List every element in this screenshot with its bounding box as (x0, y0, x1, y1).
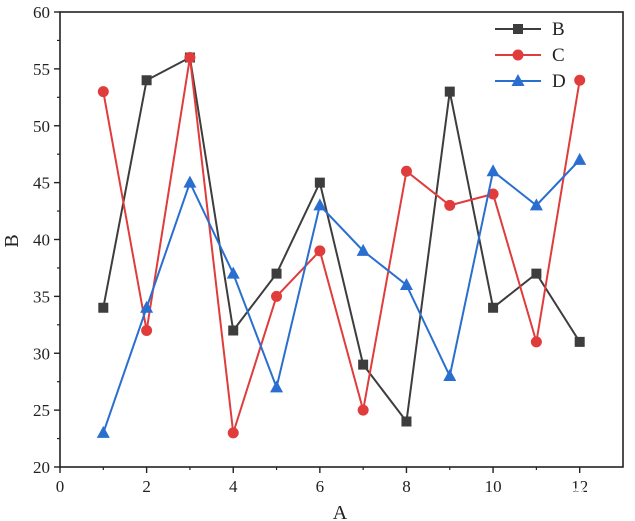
y-tick-label: 30 (33, 344, 50, 363)
data-point-d (486, 164, 500, 177)
legend-label: C (552, 45, 565, 66)
data-point-c (530, 336, 542, 348)
watermark: 知乎 @科研N次方 (499, 486, 620, 504)
data-point-b (141, 75, 152, 86)
data-point-d (96, 425, 110, 438)
data-point-b (444, 86, 455, 97)
data-point-b (488, 302, 499, 313)
legend-label: B (552, 19, 565, 40)
data-point-c (487, 188, 499, 200)
x-axis-title: A (333, 502, 348, 521)
series-line-c (102, 57, 581, 434)
data-point-b (574, 336, 585, 347)
data-point-b (531, 268, 542, 279)
y-tick-label: 25 (33, 401, 50, 420)
data-point-d (399, 278, 413, 290)
series-c (97, 52, 586, 439)
legend-label: D (552, 71, 566, 92)
data-point-b (98, 302, 109, 313)
x-tick-label: 12 (571, 477, 588, 496)
data-point-c (574, 74, 586, 86)
legend-marker (511, 74, 525, 86)
y-tick-label: 20 (33, 458, 50, 477)
data-point-c (97, 86, 109, 98)
x-tick-label: 0 (56, 477, 65, 496)
data-point-d (529, 198, 543, 211)
data-point-b (401, 416, 412, 427)
data-point-b (314, 177, 325, 188)
data-point-c (314, 245, 326, 257)
y-tick-label: 40 (33, 231, 50, 250)
x-tick-label: 10 (485, 477, 502, 496)
data-point-d (356, 243, 370, 256)
legend-item-c: C (495, 45, 565, 66)
series-layer (96, 52, 587, 439)
data-point-d (183, 175, 197, 188)
data-point-b (358, 359, 369, 370)
data-point-d (313, 198, 327, 211)
data-point-d (573, 152, 587, 165)
legend: BCD (495, 19, 566, 92)
y-axis-title: B (1, 234, 23, 247)
y-tick-label: 35 (33, 287, 50, 306)
axes: 0 2 4 6 8 10 12 20 25 30 35 40 45 50 55 60 (33, 3, 624, 496)
data-point-c (141, 325, 153, 336)
data-point-c (271, 290, 283, 302)
legend-marker (513, 24, 523, 34)
data-point-b (271, 268, 282, 279)
y-tick-label: 45 (33, 174, 50, 193)
data-point-d (270, 380, 284, 393)
x-tick-label: 6 (316, 477, 325, 496)
data-point-c (400, 165, 412, 177)
y-tick-label: 50 (33, 117, 50, 136)
data-point-c (227, 427, 239, 439)
data-point-c (444, 199, 456, 211)
data-point-d (443, 369, 457, 381)
y-tick-label: 55 (33, 60, 50, 79)
legend-item-d: D (495, 71, 566, 92)
data-point-d (140, 300, 154, 313)
data-point-c (184, 52, 196, 63)
x-tick-label: 2 (142, 477, 151, 496)
series-d (96, 152, 587, 438)
series-line-d (102, 159, 581, 434)
series-line-b (102, 55, 581, 425)
legend-item-b: B (495, 19, 565, 40)
x-tick-label: 4 (229, 477, 238, 496)
data-point-c (357, 404, 369, 416)
x-tick-label: 8 (402, 477, 411, 496)
legend-marker (512, 49, 524, 61)
y-tick-label: 60 (33, 3, 50, 22)
data-point-d (226, 266, 240, 279)
data-point-b (228, 325, 239, 336)
